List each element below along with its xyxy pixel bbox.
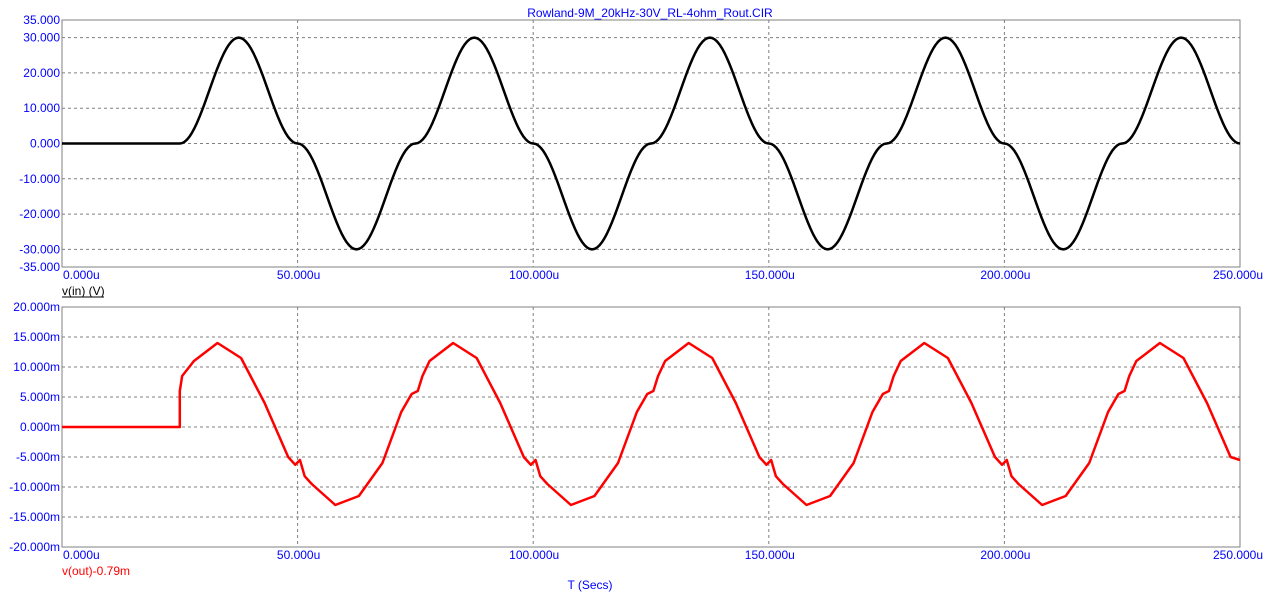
x-ticks-vin: 0.000u 50.000u 100.000u 150.000u 200.000u 250…	[63, 268, 1263, 282]
y-tick-label: -20.000m	[9, 540, 60, 554]
plot-vout: 20.000m 15.000m 10.000m 5.000m 0.000m -5.000m…	[9, 300, 1263, 578]
y-tick-label: -30.000	[19, 242, 60, 256]
y-tick-label: 0.000	[30, 137, 60, 151]
x-tick-label: 250.000u	[1213, 268, 1263, 282]
y-tick-label: 20.000	[23, 66, 60, 80]
series-vout	[62, 341, 1241, 507]
y-tick-label: 5.000m	[20, 390, 60, 404]
y-tick-label: 10.000	[23, 101, 60, 115]
y-tick-label: 30.000	[23, 31, 60, 45]
y-tick-label: -20.000	[19, 207, 60, 221]
y-tick-label: -35.000	[19, 260, 60, 274]
x-tick-label: 100.000u	[509, 268, 559, 282]
y-ticks-vout: 20.000m 15.000m 10.000m 5.000m 0.000m -5.000m…	[9, 300, 60, 554]
y-tick-label: -5.000m	[16, 450, 60, 464]
y-tick-label: 0.000m	[20, 420, 60, 434]
x-axis-label: T (Secs)	[567, 578, 612, 592]
chart-title: Rowland-9M_20kHz-30V_RL-4ohm_Rout.CIR	[527, 6, 773, 20]
y-tick-label: 20.000m	[13, 300, 60, 314]
x-tick-label: 100.000u	[509, 548, 559, 562]
plot-vin: 35.000 30.000 20.000 10.000 0.000 -10.000 -20.…	[19, 13, 1263, 298]
series-vin	[62, 36, 1241, 251]
x-tick-label: 150.000u	[745, 548, 795, 562]
y-ticks-vin: 35.000 30.000 20.000 10.000 0.000 -10.000 -20.…	[19, 13, 60, 274]
x-ticks-vout: 0.000u 50.000u 100.000u 150.000u 200.000u 250…	[63, 548, 1263, 562]
ylabel-vout: v(out)-0.79m	[62, 564, 130, 578]
x-tick-label: 250.000u	[1213, 548, 1263, 562]
x-tick-label: 200.000u	[980, 268, 1030, 282]
grid-vout	[62, 307, 1240, 547]
y-tick-label: 10.000m	[13, 360, 60, 374]
ylabel-vin: v(in) (V)	[62, 284, 105, 298]
series-line-vin	[62, 36, 1241, 251]
y-tick-label: -10.000	[19, 172, 60, 186]
y-tick-label: 35.000	[23, 13, 60, 27]
y-tick-label: 15.000m	[13, 330, 60, 344]
series-line-vout	[62, 341, 1241, 507]
x-tick-label: 0.000u	[63, 548, 100, 562]
y-tick-label: -10.000m	[9, 480, 60, 494]
x-tick-label: 150.000u	[745, 268, 795, 282]
y-tick-label: -15.000m	[9, 510, 60, 524]
x-tick-label: 50.000u	[277, 268, 320, 282]
x-tick-label: 0.000u	[63, 268, 100, 282]
x-tick-label: 200.000u	[980, 548, 1030, 562]
x-tick-label: 50.000u	[277, 548, 320, 562]
